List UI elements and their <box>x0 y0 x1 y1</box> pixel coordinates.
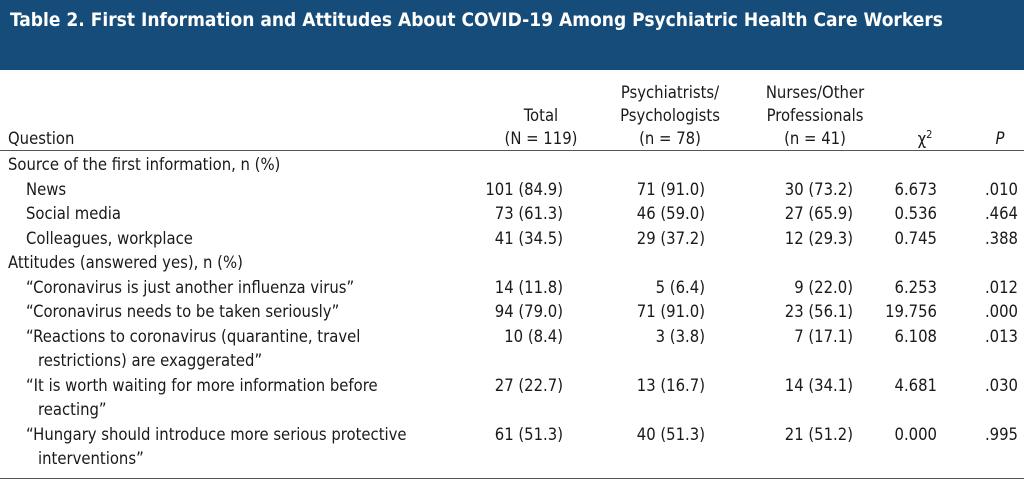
header-text: (n = 78) <box>639 129 701 148</box>
value-cell: .388 <box>984 228 1018 248</box>
table-title: Table 2. First Information and Attitudes… <box>0 0 1024 70</box>
header-chi: χ2 <box>900 74 950 150</box>
value-cell: .012 <box>984 277 1018 297</box>
value-cell: 46 (59.0) <box>636 204 705 223</box>
value-cell: 19.756 <box>885 302 937 321</box>
value-cell: .013 <box>984 326 1018 346</box>
section-row: Attitudes (answered yes), n (%) <box>0 251 1024 276</box>
data-row: “Hungary should introduce more serious p… <box>0 423 1024 472</box>
value-cell: 21 (51.2) <box>784 424 853 444</box>
data-row: “Coronavirus needs to be taken seriously… <box>0 300 1024 325</box>
question-line: Colleagues, workplace <box>26 228 193 248</box>
header-p: P <box>985 74 1015 150</box>
value-cell: .464 <box>984 204 1018 223</box>
value-cell: 94 (79.0) <box>494 302 563 321</box>
header-text: Nurses/Other <box>765 83 865 102</box>
value-cell: .995 <box>984 424 1018 444</box>
question-line: “Coronavirus needs to be taken seriously… <box>26 302 340 321</box>
question-line: Social media <box>26 204 121 223</box>
value-cell: 29 (37.2) <box>636 228 705 248</box>
section-row: Source of the first information, n (%) <box>0 153 1024 178</box>
value-cell: 41 (34.5) <box>494 228 563 248</box>
chi-base: χ <box>917 129 927 148</box>
question-cell: “It is worth waiting for more informatio… <box>26 374 378 423</box>
header-psych: Psychiatrists/ Psychologists (n = 78) <box>600 74 740 150</box>
value-cell: 14 (11.8) <box>494 277 563 297</box>
value-cell: 12 (29.3) <box>784 228 853 248</box>
value-cell: 23 (56.1) <box>784 302 853 321</box>
data-row: Social media 73 (61.3) 46 (59.0) 27 (65.9) 0… <box>0 202 1024 227</box>
value-cell: 9 (22.0) <box>794 277 853 297</box>
header-rule <box>0 150 1024 151</box>
data-row: “Coronavirus is just another influenza v… <box>0 276 1024 301</box>
question-cell: Colleagues, workplace <box>26 227 193 252</box>
question-cell: News <box>26 178 66 203</box>
data-row: “Reactions to coronavirus (quarantine, t… <box>0 325 1024 374</box>
header-nurses: Nurses/Other Professionals (n = 41) <box>750 74 880 150</box>
value-cell: 4.681 <box>894 375 937 395</box>
data-row: News 101 (84.9) 71 (91.0) 30 (73.2) 6.673 .01… <box>0 178 1024 203</box>
value-cell: 30 (73.2) <box>784 179 853 199</box>
header-text: Professionals <box>766 106 864 125</box>
section-label: Source of the first information, n (%) <box>8 155 281 174</box>
question-line: restrictions) are exaggerated” <box>38 351 263 370</box>
header-text: (n = 41) <box>784 129 846 148</box>
table-body: Source of the first information, n (%) Ne… <box>0 153 1024 472</box>
header-text: P <box>995 129 1005 148</box>
question-line: “Reactions to coronavirus (quarantine, t… <box>26 326 361 346</box>
value-cell: 7 (17.1) <box>794 326 853 346</box>
header-text: Psychologists <box>620 106 720 125</box>
header-text: Question <box>8 129 75 148</box>
header-text: Total <box>523 106 559 125</box>
question-line: News <box>26 179 67 199</box>
value-cell: 71 (91.0) <box>636 302 705 321</box>
value-cell: 6.253 <box>894 277 937 297</box>
value-cell: 10 (8.4) <box>504 326 563 346</box>
question-line: reacting” <box>38 400 107 419</box>
chi-sup: 2 <box>926 127 933 141</box>
value-cell: 101 (84.9) <box>485 179 563 199</box>
value-cell: 6.673 <box>894 179 937 199</box>
question-cell: Social media <box>26 202 121 227</box>
value-cell: 27 (65.9) <box>784 204 853 223</box>
header-text: χ2 <box>900 123 950 151</box>
question-line: interventions” <box>38 449 144 468</box>
question-cell: “Reactions to coronavirus (quarantine, t… <box>26 325 360 374</box>
header-total: Total (N = 119) <box>496 74 586 150</box>
value-cell: 0.000 <box>894 424 937 444</box>
question-cell: “Coronavirus needs to be taken seriously… <box>26 300 339 325</box>
data-row: “It is worth waiting for more informatio… <box>0 374 1024 423</box>
value-cell: 71 (91.0) <box>636 179 705 199</box>
header-text: (N = 119) <box>504 129 578 148</box>
value-cell: 13 (16.7) <box>636 375 705 395</box>
header-text: Psychiatrists/ <box>620 83 720 102</box>
value-cell: 5 (6.4) <box>655 277 705 297</box>
section-label: Attitudes (answered yes), n (%) <box>8 253 243 272</box>
value-cell: .000 <box>984 302 1018 321</box>
question-cell: “Hungary should introduce more serious p… <box>26 423 407 472</box>
header-question: Question <box>8 74 74 150</box>
value-cell: 0.536 <box>894 204 937 223</box>
value-cell: 27 (22.7) <box>494 375 563 395</box>
value-cell: 40 (51.3) <box>636 424 705 444</box>
question-line: “Hungary should introduce more serious p… <box>26 424 407 444</box>
question-cell: “Coronavirus is just another influenza v… <box>26 276 354 301</box>
value-cell: 6.108 <box>894 326 937 346</box>
question-line: “Coronavirus is just another influenza v… <box>26 277 355 297</box>
value-cell: 14 (34.1) <box>784 375 853 395</box>
value-cell: 0.745 <box>894 228 937 248</box>
value-cell: 61 (51.3) <box>494 424 563 444</box>
data-row: Colleagues, workplace 41 (34.5) 29 (37.2) 1… <box>0 227 1024 252</box>
value-cell: .010 <box>984 179 1018 199</box>
value-cell: 73 (61.3) <box>494 204 563 223</box>
question-line: “It is worth waiting for more informatio… <box>26 375 378 395</box>
value-cell: .030 <box>984 375 1018 395</box>
value-cell: 3 (3.8) <box>655 326 705 346</box>
bottom-rule <box>0 478 1024 479</box>
